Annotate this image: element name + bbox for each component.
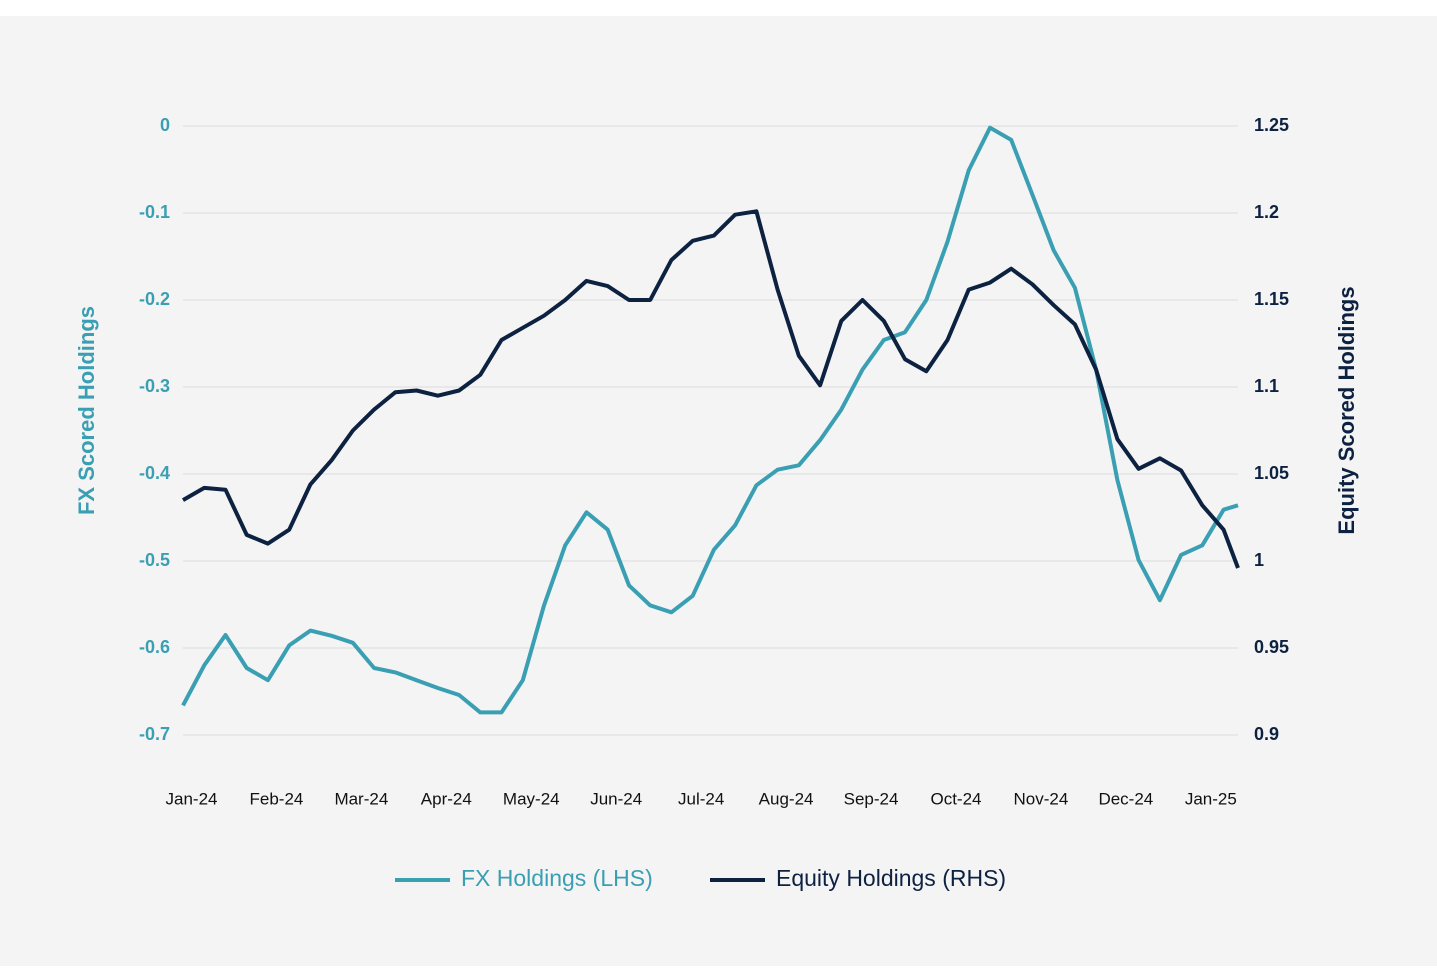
y2-tick-label: 0.9 [1254,724,1279,744]
x-tick-label: Apr-24 [421,789,472,808]
series-line [182,209,1240,569]
x-tick-label: Jan-25 [1185,789,1237,808]
y-tick-label: -0.4 [139,463,170,483]
x-tick-label: May-24 [503,789,560,808]
x-tick-label: Mar-24 [334,789,388,808]
y2-axis-label: Equity Scored Holdings [1334,286,1359,534]
y2-tick-label: 1.2 [1254,202,1279,222]
y2-tick-label: 1.05 [1254,463,1289,483]
y-tick-label: -0.5 [139,550,170,570]
y2-tick-label: 1 [1254,550,1264,570]
legend-label: FX Holdings (LHS) [461,865,653,891]
x-tick-label: Sep-24 [844,789,899,808]
y2-tick-label: 1.1 [1254,376,1279,396]
x-tick-label: Oct-24 [930,789,981,808]
y2-tick-label: 1.25 [1254,115,1289,135]
y2-tick-label: 1.15 [1254,289,1289,309]
y-tick-label: 0 [160,115,170,135]
x-tick-label: Nov-24 [1014,789,1069,808]
x-tick-label: Jan-24 [166,789,218,808]
legend-label: Equity Holdings (RHS) [776,865,1006,891]
x-tick-label: Feb-24 [250,789,304,808]
y-tick-label: -0.6 [139,637,170,657]
x-tick-label: Dec-24 [1098,789,1153,808]
y-axis-label: FX Scored Holdings [74,306,99,515]
y-tick-label: -0.7 [139,724,170,744]
x-tick-label: Jul-24 [678,789,724,808]
y2-tick-label: 0.95 [1254,637,1289,657]
y-tick-label: -0.1 [139,202,170,222]
x-tick-label: Aug-24 [759,789,814,808]
series-line [181,125,1239,715]
y-tick-label: -0.2 [139,289,170,309]
chart-background [0,16,1437,966]
x-tick-label: Jun-24 [590,789,642,808]
y-tick-label: -0.3 [139,376,170,396]
